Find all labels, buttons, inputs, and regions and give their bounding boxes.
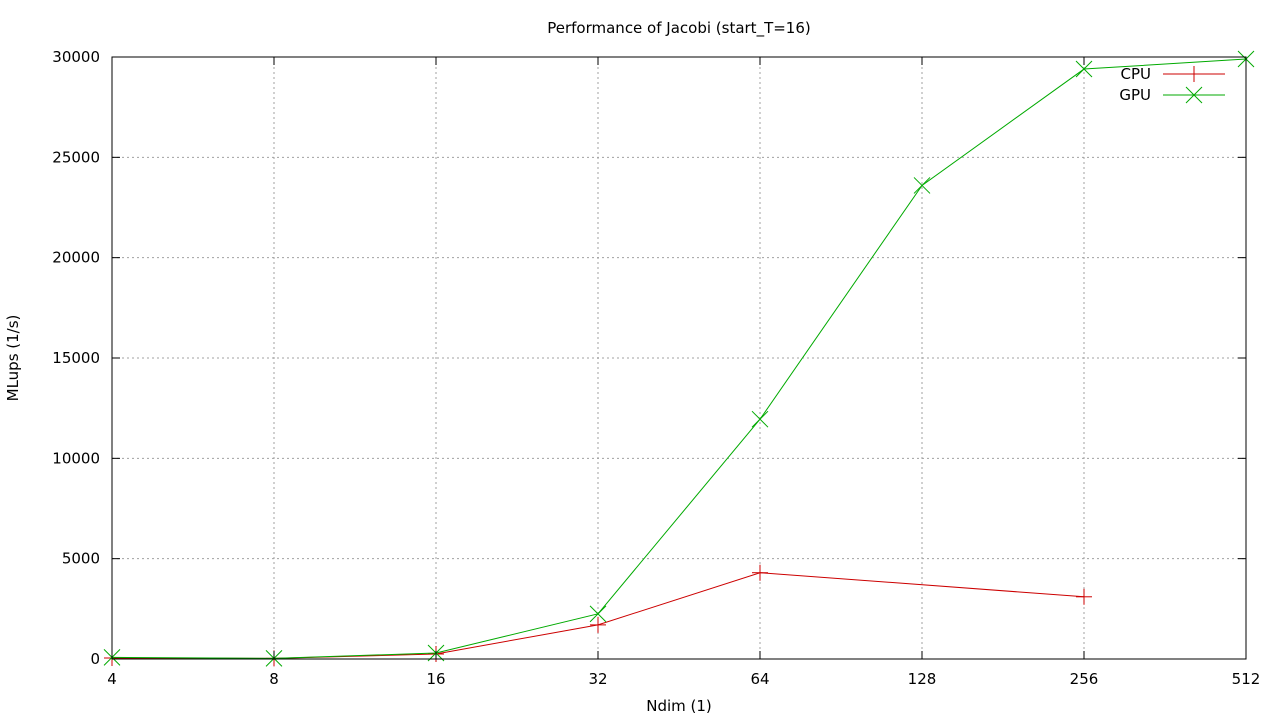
series-line-gpu [111, 58, 1247, 659]
x-tick-label: 4 [107, 670, 117, 688]
x-tick-label: 32 [588, 670, 607, 688]
y-tick-label: 20000 [52, 249, 100, 267]
tick-labels: 4 8 16 32 64 128 256 512 0 5000 10000 15000 20000 250… [52, 48, 1260, 688]
legend-marker-cpu [1186, 66, 1202, 82]
data-point-gpu [751, 410, 769, 428]
series-layer [103, 50, 1255, 667]
grid-lines [112, 57, 1246, 659]
marker-stroke [913, 177, 931, 194]
marker-stroke [589, 605, 607, 623]
series-gpu [103, 50, 1255, 667]
x-tick-label: 128 [908, 670, 937, 688]
data-point-gpu [589, 605, 607, 623]
data-point-cpu [590, 616, 606, 633]
x-tick-label: 16 [426, 670, 445, 688]
x-tick-label: 64 [750, 670, 769, 688]
series-line-cpu [111, 572, 1085, 659]
marker-stroke [1185, 86, 1203, 104]
legend: CPU GPU [1119, 65, 1225, 104]
data-point-cpu [752, 564, 768, 581]
data-point-cpu [1076, 588, 1092, 605]
y-tick-label: 15000 [52, 349, 100, 367]
chart-title: Performance of Jacobi (start_T=16) [547, 19, 811, 38]
x-axis-title: Ndim (1) [646, 697, 712, 715]
y-tick-label: 5000 [62, 550, 100, 568]
y-tick-label: 0 [90, 650, 100, 668]
y-tick-label: 25000 [52, 148, 100, 166]
x-tick-label: 512 [1232, 670, 1261, 688]
axis-ticks [111, 56, 1247, 660]
data-point-gpu [1075, 60, 1093, 78]
y-tick-label: 10000 [52, 449, 100, 467]
legend-label-cpu: CPU [1121, 65, 1152, 83]
y-tick-label: 30000 [52, 48, 100, 66]
x-tick-label: 256 [1070, 670, 1099, 688]
marker-stroke [1075, 60, 1093, 78]
x-tick-label: 8 [269, 670, 279, 688]
data-point-gpu [913, 177, 931, 194]
marker-stroke [751, 410, 769, 428]
legend-label-gpu: GPU [1119, 86, 1151, 104]
y-axis-title: MLups (1/s) [4, 315, 22, 402]
legend-marker-gpu [1185, 86, 1203, 104]
